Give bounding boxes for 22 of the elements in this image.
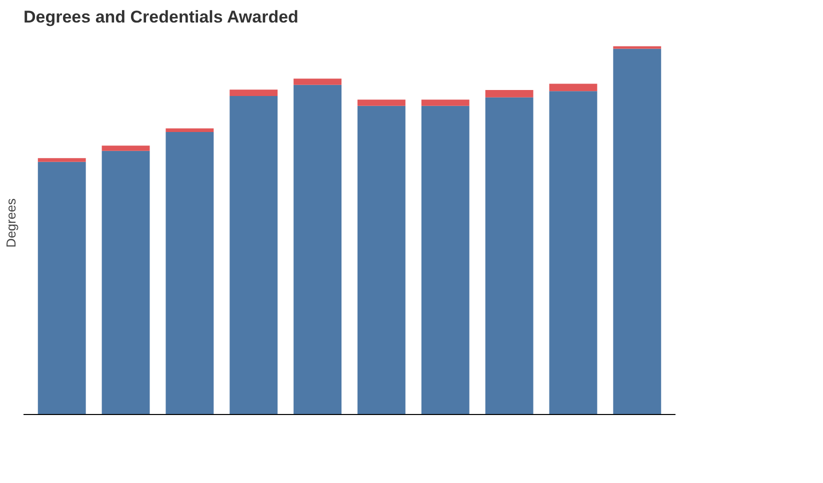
bar (166, 132, 214, 414)
bar (166, 128, 214, 132)
bar (38, 162, 86, 414)
bar (230, 90, 278, 96)
bar (357, 106, 406, 414)
bar (38, 158, 86, 162)
bar (421, 106, 470, 414)
bar (421, 100, 470, 106)
bar (485, 90, 534, 98)
bar (357, 100, 406, 106)
bar (485, 97, 534, 414)
y-axis-title: Degrees (4, 198, 18, 248)
bar (549, 84, 598, 92)
bar (294, 78, 342, 85)
bar (294, 84, 342, 414)
bar (230, 96, 278, 414)
bar (102, 146, 150, 151)
bar (613, 48, 662, 414)
bar (613, 46, 662, 49)
bar (549, 91, 598, 414)
bar (102, 150, 150, 414)
chart-title: Degrees and Credentials Awarded (24, 8, 298, 26)
